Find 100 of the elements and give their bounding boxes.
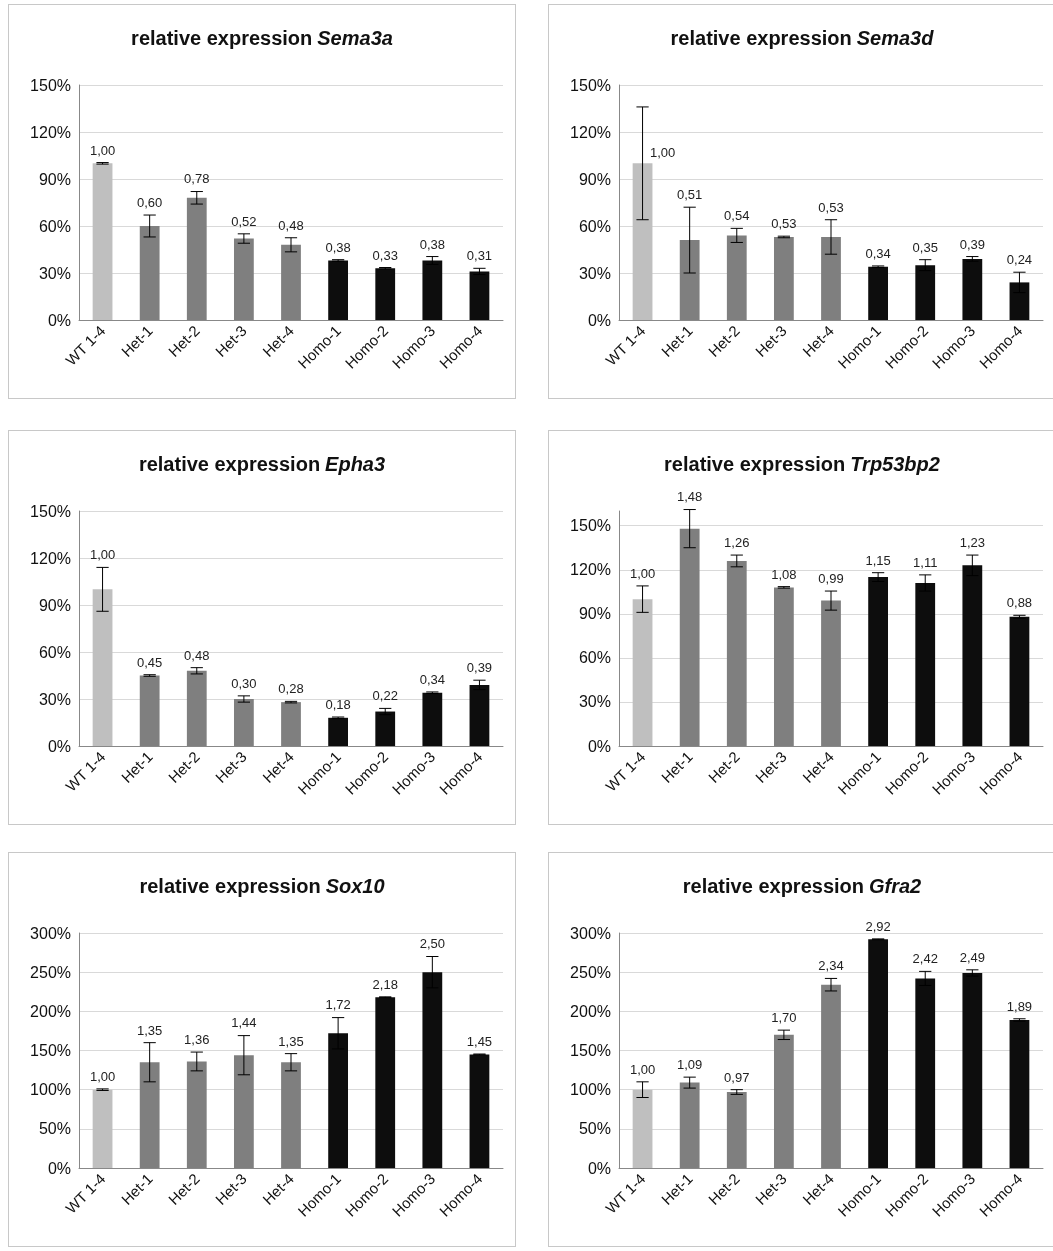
y-tick-label: 90% — [578, 170, 611, 188]
bar — [1009, 282, 1030, 320]
bar — [868, 266, 888, 320]
y-tick-label: 30% — [38, 264, 71, 282]
bar — [632, 1089, 653, 1168]
y-tick-label: 0% — [587, 311, 611, 329]
data-label: 0,30 — [231, 675, 257, 691]
data-label: 1,44 — [231, 1015, 257, 1031]
y-tick-label: 150% — [570, 1042, 611, 1059]
bar — [422, 260, 443, 320]
data-label: 1,36 — [184, 1031, 210, 1047]
data-label: 1,70 — [771, 1010, 797, 1026]
data-label: 0,48 — [184, 647, 210, 663]
data-label: 0,24 — [1006, 252, 1033, 268]
y-tick-label: 200% — [570, 1002, 611, 1020]
data-label: 1,09 — [677, 1057, 703, 1073]
y-tick-label: 300% — [30, 924, 71, 942]
y-tick-label: 60% — [578, 217, 611, 235]
y-tick-label: 50% — [578, 1120, 611, 1138]
data-label: 0,31 — [466, 248, 493, 264]
y-tick-label: 120% — [30, 123, 71, 141]
data-label: 0,53 — [818, 199, 844, 215]
y-tick-label: 30% — [578, 264, 611, 282]
bar — [328, 260, 348, 320]
data-label: 0,52 — [231, 213, 257, 229]
bar — [375, 997, 396, 1168]
bar — [868, 939, 888, 1168]
y-tick-label: 0% — [47, 1159, 71, 1177]
y-tick-label: 90% — [38, 596, 71, 614]
data-label: 1,26 — [724, 535, 750, 551]
data-label: 0,38 — [325, 239, 351, 255]
data-label: 0,35 — [912, 239, 938, 255]
y-tick-label: 60% — [578, 649, 611, 667]
bar — [915, 978, 936, 1168]
data-label: 0,22 — [372, 688, 398, 704]
bar — [422, 692, 443, 746]
data-label: 0,45 — [137, 654, 163, 670]
y-tick-label: 60% — [38, 217, 71, 235]
bar — [632, 599, 653, 746]
data-label: 1,00 — [649, 145, 676, 161]
bar — [962, 565, 983, 746]
bar — [915, 265, 936, 320]
data-label: 0,88 — [1006, 595, 1033, 611]
y-tick-label: 0% — [47, 311, 71, 329]
data-label: 2,34 — [818, 958, 844, 974]
data-label: 1,15 — [865, 552, 891, 568]
y-tick-label: 120% — [570, 123, 611, 141]
y-tick-label: 150% — [570, 76, 611, 94]
data-label: 1,11 — [913, 554, 938, 570]
data-label: 1,72 — [325, 997, 351, 1013]
y-tick-label: 100% — [570, 1081, 611, 1099]
y-tick-label: 150% — [30, 1042, 71, 1059]
data-label: 1,89 — [1006, 998, 1033, 1014]
chart-title: relative expression Sema3d — [670, 27, 935, 49]
data-label: 2,18 — [372, 976, 398, 992]
data-label: 0,39 — [466, 660, 493, 676]
data-label: 2,50 — [419, 936, 445, 952]
data-label: 2,42 — [912, 951, 938, 967]
data-label: 1,00 — [89, 547, 116, 563]
data-label: 0,97 — [724, 1069, 750, 1085]
data-label: 1,00 — [89, 1068, 116, 1084]
data-label: 0,51 — [677, 186, 703, 202]
data-label: 0,34 — [419, 671, 445, 687]
bar — [1009, 616, 1030, 746]
bar — [469, 684, 490, 746]
data-label: 1,35 — [137, 1022, 163, 1038]
y-tick-label: 50% — [38, 1120, 71, 1138]
bar — [868, 577, 888, 746]
y-tick-label: 150% — [570, 517, 611, 535]
data-label: 1,45 — [466, 1034, 493, 1050]
data-label: 0,33 — [372, 247, 398, 263]
bar — [469, 271, 490, 320]
y-tick-label: 150% — [30, 502, 71, 520]
data-label: 0,34 — [865, 245, 891, 261]
bar — [92, 163, 113, 320]
y-tick-label: 90% — [578, 605, 611, 623]
data-label: 2,49 — [959, 949, 985, 965]
bar — [915, 582, 936, 746]
chart-title: relative expression Sema3a — [131, 27, 393, 49]
chart-title: relative expression Epha3 — [138, 453, 386, 475]
bar — [1009, 1019, 1030, 1168]
bar — [328, 717, 348, 746]
bar — [375, 711, 396, 746]
data-label: 0,53 — [771, 216, 797, 232]
y-tick-label: 250% — [570, 963, 611, 981]
bar — [632, 163, 653, 320]
data-label: 1,23 — [959, 534, 985, 550]
y-tick-label: 90% — [38, 170, 71, 188]
bar — [375, 268, 396, 320]
data-label: 1,35 — [278, 1033, 304, 1049]
data-label: 1,08 — [771, 566, 797, 582]
y-tick-label: 0% — [47, 737, 71, 755]
data-label: 0,78 — [184, 171, 210, 187]
data-label: 0,38 — [419, 236, 445, 252]
data-label: 1,00 — [89, 142, 116, 158]
y-tick-label: 0% — [587, 737, 611, 755]
data-label: 0,54 — [724, 208, 750, 224]
bar — [92, 589, 113, 746]
data-label: 1,00 — [629, 1061, 656, 1077]
y-tick-label: 0% — [587, 1159, 611, 1177]
